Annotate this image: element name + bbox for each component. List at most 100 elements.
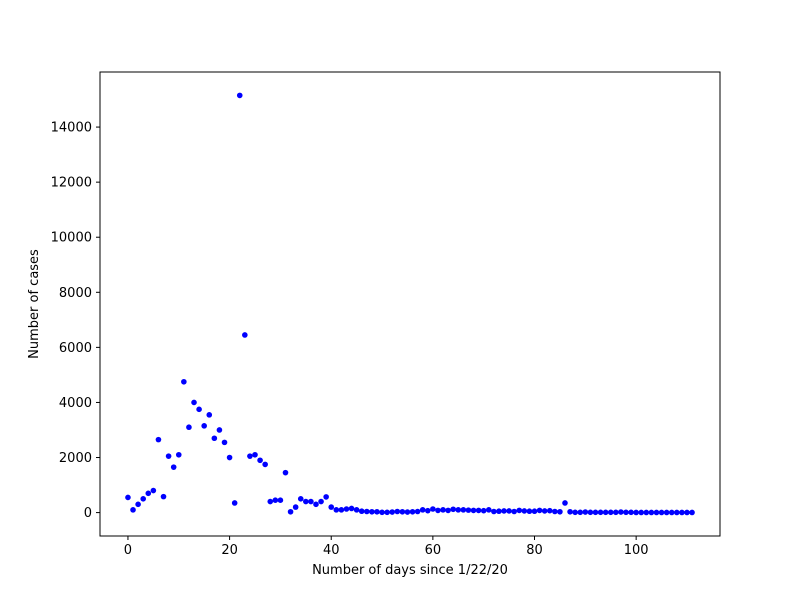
data-point <box>242 332 248 338</box>
data-point <box>536 507 543 514</box>
data-point <box>557 508 563 515</box>
data-point <box>618 509 624 515</box>
data-point <box>308 498 314 505</box>
data-point <box>435 507 441 514</box>
data-point <box>297 496 304 502</box>
data-point <box>140 496 146 502</box>
data-point <box>374 508 380 515</box>
data-point <box>333 507 340 513</box>
data-point <box>160 493 167 500</box>
data-point <box>506 508 512 514</box>
data-point <box>562 500 568 506</box>
data-point <box>430 506 436 512</box>
data-point <box>475 507 482 514</box>
x-tick-label: 100 <box>624 543 649 558</box>
data-point <box>165 453 172 459</box>
data-point <box>623 509 629 516</box>
data-point <box>262 461 268 468</box>
data-point <box>460 507 467 513</box>
data-point <box>394 508 401 515</box>
data-point <box>303 498 309 505</box>
data-point <box>674 509 680 516</box>
data-point <box>440 507 446 513</box>
data-point <box>170 464 177 470</box>
data-point <box>526 508 533 515</box>
data-point <box>236 92 243 99</box>
data-point <box>501 508 507 514</box>
data-point <box>364 508 370 515</box>
data-point <box>633 509 639 516</box>
data-point <box>150 487 157 494</box>
data-point <box>684 509 690 516</box>
data-point <box>186 424 192 431</box>
data-point <box>424 507 431 514</box>
data-point <box>369 508 375 515</box>
data-point <box>521 508 528 514</box>
data-point <box>607 509 614 516</box>
data-point <box>247 453 253 459</box>
data-point <box>323 494 329 500</box>
data-point <box>572 509 578 516</box>
data-point <box>389 509 396 515</box>
x-tick-label: 80 <box>526 543 543 558</box>
y-tick-label: 8000 <box>59 286 92 301</box>
data-point <box>211 435 218 442</box>
data-point <box>384 509 390 516</box>
x-axis-label: Number of days since 1/22/20 <box>312 563 508 578</box>
data-point <box>567 508 573 515</box>
data-point <box>450 506 457 513</box>
x-tick-label: 60 <box>425 543 442 558</box>
data-point <box>358 508 365 515</box>
data-point <box>292 504 299 510</box>
data-point <box>552 508 558 515</box>
data-point <box>663 509 670 516</box>
data-point <box>201 423 207 429</box>
data-point <box>409 508 416 515</box>
data-point <box>496 508 502 515</box>
data-point <box>282 469 289 476</box>
data-points <box>125 92 695 516</box>
data-point <box>287 508 294 515</box>
y-tick-label: 0 <box>84 506 92 521</box>
data-point <box>226 454 233 461</box>
data-point <box>465 507 472 513</box>
data-point <box>231 500 238 506</box>
data-point <box>277 497 284 504</box>
data-point <box>221 439 228 446</box>
data-point <box>267 498 274 505</box>
y-tick-label: 2000 <box>59 451 92 466</box>
data-point <box>445 507 451 514</box>
data-point <box>628 509 634 516</box>
data-point <box>597 509 604 516</box>
data-point <box>689 509 695 516</box>
data-point <box>653 509 660 516</box>
data-point <box>206 412 213 418</box>
data-point <box>257 457 263 464</box>
data-point <box>328 504 335 510</box>
data-point <box>541 508 548 514</box>
data-point <box>272 497 279 504</box>
data-point <box>679 509 685 516</box>
data-point <box>602 509 609 516</box>
data-point <box>531 508 538 515</box>
data-point <box>419 507 426 513</box>
data-point <box>379 509 385 516</box>
data-point <box>404 509 411 515</box>
data-point <box>658 509 665 516</box>
data-point <box>343 506 350 512</box>
plot-frame <box>99 71 721 537</box>
data-point <box>592 509 599 516</box>
data-point <box>175 451 182 458</box>
data-point <box>125 494 131 501</box>
data-point <box>338 507 345 513</box>
data-point <box>191 399 197 406</box>
data-point <box>613 509 619 516</box>
data-point <box>643 509 650 516</box>
data-point <box>582 509 589 515</box>
data-point <box>491 508 497 515</box>
data-point <box>252 451 258 458</box>
data-point <box>313 501 319 508</box>
data-point <box>135 501 141 508</box>
y-tick-label: 4000 <box>59 396 92 411</box>
